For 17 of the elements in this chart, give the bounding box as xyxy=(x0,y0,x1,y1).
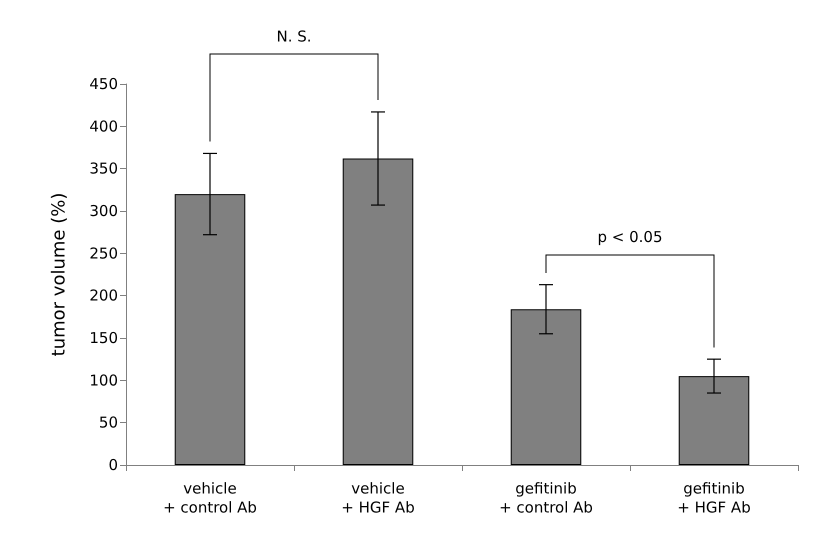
text: N. S. xyxy=(276,27,312,46)
y-tick-label: 0 xyxy=(108,456,118,474)
y-axis-title: tumor volume (%) xyxy=(48,192,70,356)
x-tick-label: gefitinib + HGF Ab xyxy=(677,480,751,516)
x-tick-label: gefitinib + control Ab xyxy=(499,480,593,516)
y-tick-label: 350 xyxy=(89,160,118,178)
x-tick-label: vehicle + control Ab xyxy=(163,480,257,516)
y-tick-label: 450 xyxy=(89,75,118,93)
y-tick-label: 150 xyxy=(89,329,118,347)
y-tick-label: 100 xyxy=(89,371,118,390)
y-tick-label: 300 xyxy=(89,202,118,220)
x-tick-label: vehicle + HGF Ab xyxy=(341,480,415,516)
annotation: p < 0.05 xyxy=(597,228,663,246)
y-tick-label: 250 xyxy=(89,244,118,262)
y-tick-label: 50 xyxy=(98,414,118,432)
y-tick-label: 200 xyxy=(89,286,118,305)
y-tick-label: 400 xyxy=(89,117,118,136)
